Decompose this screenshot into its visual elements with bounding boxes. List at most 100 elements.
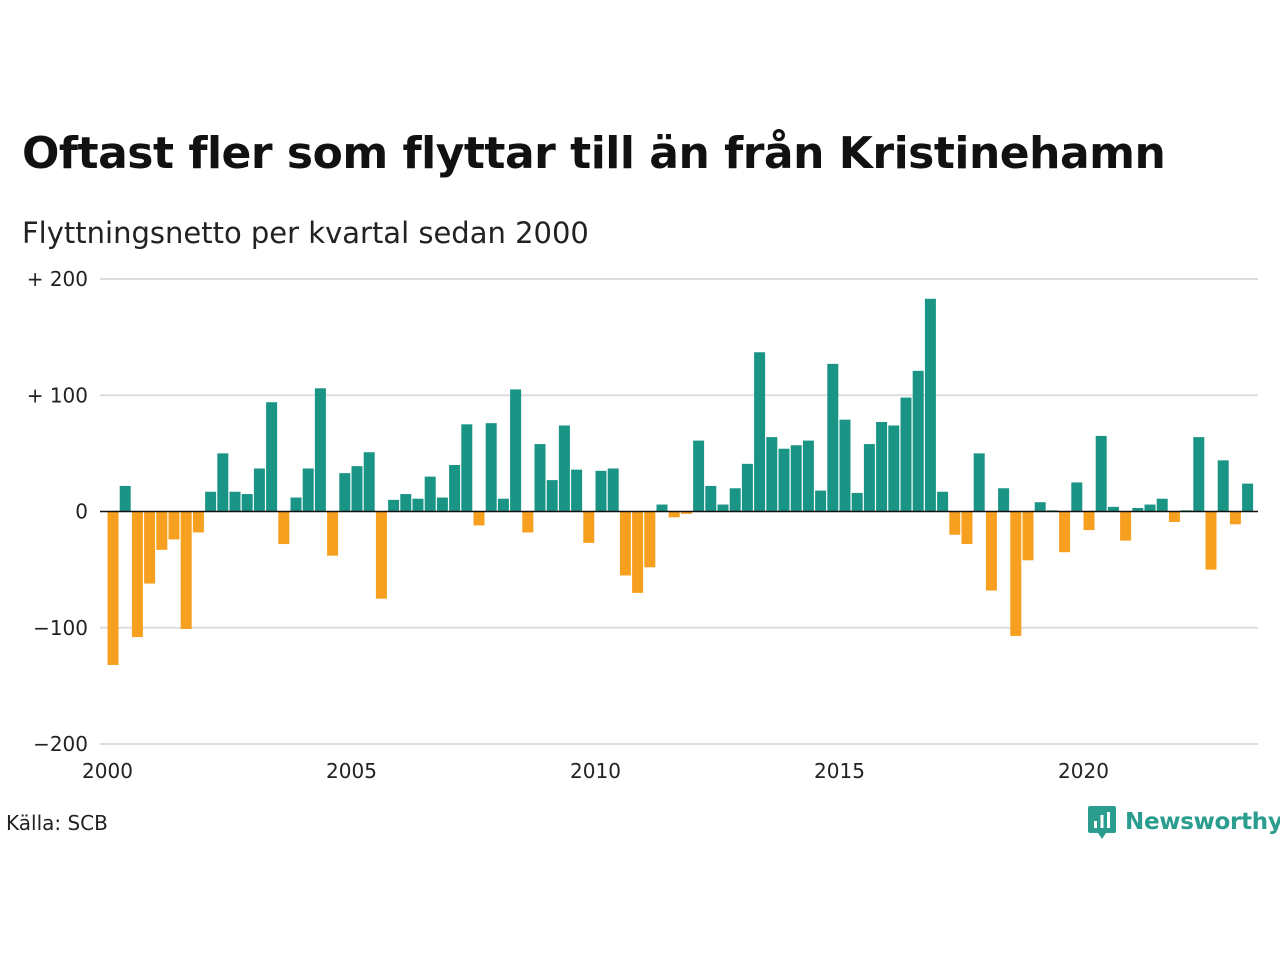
x-tick-label: 2015: [814, 759, 865, 783]
bar-2010-k4: 2010 K4: -70: [632, 511, 644, 593]
gridlines: [100, 278, 1258, 745]
x-tick-label: 2005: [326, 759, 377, 783]
bar-2016-k3: 2016 K3: 121: [912, 370, 924, 512]
bar-2009-k2: 2009 K2: 74: [558, 425, 570, 512]
bar-2013-k2: 2013 K2: 137: [754, 352, 766, 512]
bar-2008-k3: 2008 K3: -18: [522, 511, 534, 533]
bar-2007-k3: 2007 K3: -12: [473, 511, 485, 526]
bar-2021-k1: 2021 K1: 3: [1132, 508, 1144, 512]
bar-2011-k2: 2011 K2: 6: [656, 504, 668, 512]
bar-2021-k4: 2021 K4: -9: [1168, 511, 1180, 522]
bar-2017-k1: 2017 K1: 17: [937, 491, 949, 512]
y-tick-label: 0: [75, 500, 88, 524]
bar-2008-k1: 2008 K1: 11: [497, 498, 509, 512]
bar-2015-k1: 2015 K1: 79: [839, 419, 851, 512]
newsworthy-chart-bubble-icon: [1088, 806, 1116, 839]
source-note: Källa: SCB: [6, 811, 108, 835]
bar-2000-k2: 2000 K2: 22: [119, 485, 131, 512]
bar-2018-k4: 2018 K4: -42: [1022, 511, 1034, 561]
bar-2009-k4: 2009 K4: -27: [583, 511, 595, 543]
bar-2014-k3: 2014 K3: 18: [815, 490, 827, 512]
bar-2018-k3: 2018 K3: -107: [1010, 511, 1022, 636]
bar-2008-k4: 2008 K4: 58: [534, 444, 546, 512]
bar-2019-k4: 2019 K4: 25: [1071, 482, 1083, 512]
bar-2001-k4: 2001 K4: -18: [192, 511, 204, 533]
x-tick-label: 2010: [570, 759, 621, 783]
y-tick-label: + 200: [27, 267, 88, 291]
logo-text: Newsworthy: [1125, 809, 1280, 835]
bar-2003-k2: 2003 K2: 94: [266, 402, 278, 512]
bar-2009-k3: 2009 K3: 36: [571, 469, 583, 512]
bar-2010-k3: 2010 K3: -55: [619, 511, 631, 576]
bar-2014-k4: 2014 K4: 127: [827, 363, 839, 512]
bar-2006-k3: 2006 K3: 30: [424, 476, 436, 512]
bar-2001-k3: 2001 K3: -101: [180, 511, 192, 629]
bar-2003-k3: 2003 K3: -28: [278, 511, 290, 545]
bar-2020-k4: 2020 K4: -25: [1120, 511, 1132, 541]
bar-2006-k4: 2006 K4: 12: [436, 497, 448, 512]
bar-2012-k1: 2012 K1: 61: [693, 440, 705, 512]
chart-subtitle: Flyttningsnetto per kvartal sedan 2000: [22, 216, 589, 250]
bar-2017-k2: 2017 K2: -20: [949, 511, 961, 535]
bar-2015-k3: 2015 K3: 58: [863, 444, 875, 512]
bar-2021-k3: 2021 K3: 11: [1156, 498, 1168, 512]
bar-2012-k4: 2012 K4: 20: [729, 488, 741, 512]
bar-2022-k3: 2022 K3: -50: [1205, 511, 1217, 570]
bar-2005-k1: 2005 K1: 39: [351, 466, 363, 512]
y-tick-label: −100: [33, 616, 88, 640]
bar-2007-k4: 2007 K4: 76: [485, 423, 497, 512]
bar-2008-k2: 2008 K2: 105: [510, 389, 522, 512]
bar-2013-k1: 2013 K1: 41: [741, 463, 753, 512]
bar-2012-k3: 2012 K3: 6: [717, 504, 729, 512]
bar-2018-k2: 2018 K2: 20: [998, 488, 1010, 512]
chart-title: Oftast fler som flyttar till än från Kri…: [22, 128, 1166, 179]
bar-2018-k1: 2018 K1: -68: [985, 511, 997, 591]
bar-2000-k1: 2000 K1: -132: [107, 511, 119, 665]
y-tick-label: + 100: [27, 383, 88, 407]
bar-2007-k2: 2007 K2: 75: [461, 424, 473, 512]
bar-2003-k1: 2003 K1: 37: [253, 468, 265, 512]
bar-2016-k4: 2016 K4: 183: [924, 298, 936, 512]
bar-2001-k2: 2001 K2: -24: [168, 511, 180, 540]
bar-2013-k3: 2013 K3: 64: [766, 437, 778, 512]
bar-2015-k2: 2015 K2: 16: [851, 492, 863, 512]
newsworthy-logo: Newsworthy: [1087, 804, 1280, 840]
bar-2015-k4: 2015 K4: 77: [876, 421, 888, 512]
bar-2011-k4: 2011 K4: -2: [680, 511, 692, 514]
bar-2020-k2: 2020 K2: 65: [1095, 435, 1107, 512]
bar-2013-k4: 2013 K4: 54: [778, 448, 790, 512]
bar-2005-k3: 2005 K3: -75: [375, 511, 387, 599]
x-tick-label: 2020: [1058, 759, 1109, 783]
bar-2004-k3: 2004 K3: -38: [327, 511, 339, 556]
bar-2023-k2: 2023 K2: 24: [1242, 483, 1254, 512]
y-tick-label: −200: [33, 732, 88, 756]
x-tick-label: 2000: [82, 759, 133, 783]
bar-2004-k2: 2004 K2: 106: [314, 388, 326, 512]
bar-2017-k3: 2017 K3: -28: [961, 511, 973, 545]
bar-2017-k4: 2017 K4: 50: [973, 453, 985, 512]
bar-2000-k4: 2000 K4: -62: [144, 511, 156, 584]
bar-2006-k2: 2006 K2: 11: [412, 498, 424, 512]
bar-2005-k4: 2005 K4: 10: [388, 499, 400, 512]
bar-2006-k1: 2006 K1: 15: [400, 494, 412, 512]
bar-2003-k4: 2003 K4: 12: [290, 497, 302, 512]
bar-2023-k1: 2023 K1: -11: [1229, 511, 1241, 525]
bar-2021-k2: 2021 K2: 6: [1144, 504, 1156, 512]
bar-2019-k3: 2019 K3: -35: [1059, 511, 1071, 553]
bar-2010-k2: 2010 K2: 37: [607, 468, 619, 512]
bar-2011-k3: 2011 K3: -5: [668, 511, 680, 518]
bar-2011-k1: 2011 K1: -48: [644, 511, 656, 568]
bar-2016-k1: 2016 K1: 74: [888, 425, 900, 512]
bar-2001-k1: 2001 K1: -33: [156, 511, 168, 550]
bar-2004-k1: 2004 K1: 37: [302, 468, 314, 512]
bar-2004-k4: 2004 K4: 33: [339, 473, 351, 512]
bar-2016-k2: 2016 K2: 98: [900, 397, 912, 512]
bar-2014-k1: 2014 K1: 57: [790, 445, 802, 512]
bar-2022-k2: 2022 K2: 64: [1193, 437, 1205, 512]
bar-2000-k3: 2000 K3: -108: [131, 511, 143, 638]
